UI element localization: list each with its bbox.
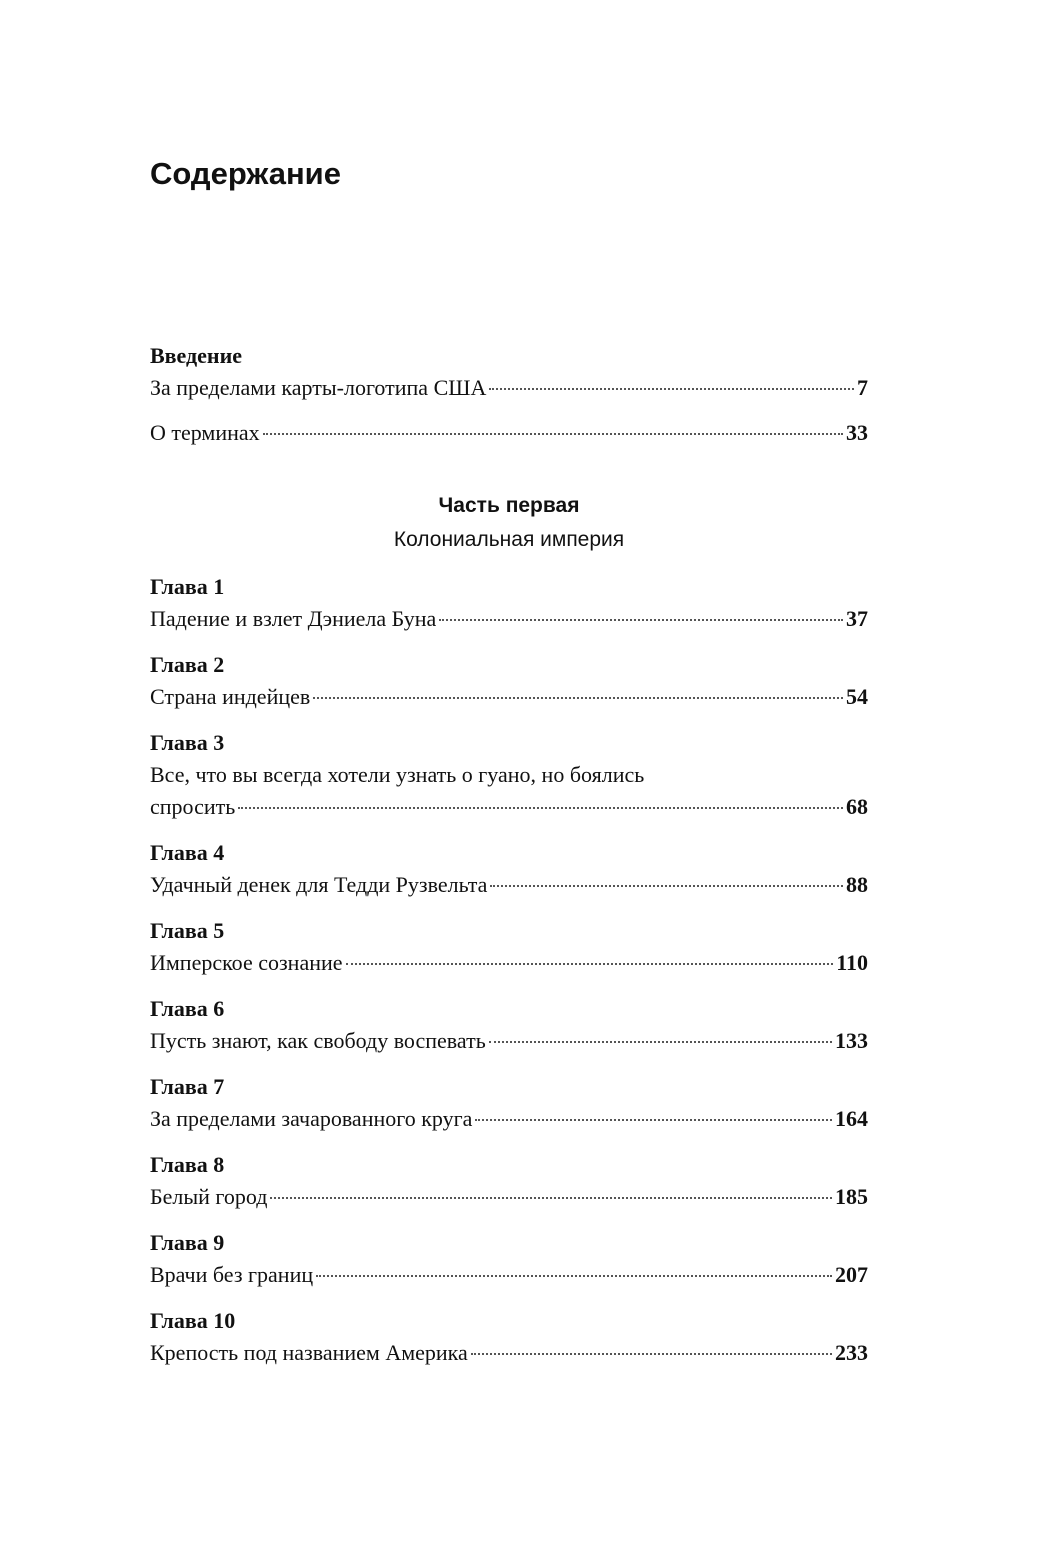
chapter-title-row: Крепость под названием Америка 233 bbox=[150, 1337, 868, 1369]
chapter-title-row: Падение и взлет Дэниела Буна 37 bbox=[150, 603, 868, 635]
dot-leader bbox=[316, 1275, 832, 1277]
chapter-title: Все, что вы всегда хотели узнать о гуано… bbox=[150, 762, 645, 787]
chapter-entry[interactable]: Глава 1 Падение и взлет Дэниела Буна 37 bbox=[150, 571, 868, 635]
chapter-label: Глава 8 bbox=[150, 1152, 225, 1177]
dot-leader bbox=[475, 1119, 832, 1121]
chapter-entry[interactable]: Глава 8 Белый город 185 bbox=[150, 1149, 868, 1213]
chapter-title: Страна индейцев bbox=[150, 684, 311, 709]
chapter-entry[interactable]: Глава 3 Все, что вы всегда хотели узнать … bbox=[150, 727, 868, 823]
dot-leader bbox=[489, 388, 854, 390]
page-number: 37 bbox=[846, 606, 868, 631]
page-number: 133 bbox=[835, 1028, 868, 1053]
page-number: 110 bbox=[836, 950, 868, 975]
dot-leader bbox=[313, 697, 843, 699]
chapter-title: Падение и взлет Дэниела Буна bbox=[150, 606, 437, 631]
chapter-label: Глава 10 bbox=[150, 1308, 236, 1333]
entry-title: О терминах bbox=[150, 420, 260, 445]
dot-leader bbox=[345, 963, 834, 965]
chapter-entry[interactable]: Глава 9 Врачи без границ 207 bbox=[150, 1227, 868, 1291]
toc-entry[interactable]: О терминах 33 bbox=[150, 417, 868, 449]
toc-entry[interactable]: За пределами карты-логотипа США 7 bbox=[150, 372, 868, 404]
chapter-entry[interactable]: Глава 5 Имперское сознание 110 bbox=[150, 915, 868, 979]
page-number: 33 bbox=[846, 420, 868, 445]
dot-leader bbox=[238, 807, 843, 809]
dot-leader bbox=[270, 1197, 832, 1199]
dot-leader bbox=[490, 885, 843, 887]
chapter-label: Глава 5 bbox=[150, 918, 225, 943]
chapter-title: За пределами зачарованного круга bbox=[150, 1106, 473, 1131]
chapter-title-row: Белый город 185 bbox=[150, 1181, 868, 1213]
chapter-entry[interactable]: Глава 6 Пусть знают, как свободу воспева… bbox=[150, 993, 868, 1057]
dot-leader bbox=[262, 433, 843, 435]
chapter-title-row: спросить 68 bbox=[150, 791, 868, 823]
page-number: 164 bbox=[835, 1106, 868, 1131]
page-title: Содержание bbox=[150, 156, 341, 191]
chapter-entry[interactable]: Глава 2 Страна индейцев 54 bbox=[150, 649, 868, 713]
page-number: 54 bbox=[846, 684, 868, 709]
chapter-list: Глава 1 Падение и взлет Дэниела Буна 37 Г… bbox=[150, 571, 868, 1369]
chapter-title-row: За пределами зачарованного круга 164 bbox=[150, 1103, 868, 1135]
chapter-title-row: Имперское сознание 110 bbox=[150, 947, 868, 979]
chapter-entry[interactable]: Глава 4 Удачный денек для Тедди Рузвельт… bbox=[150, 837, 868, 901]
page-number: 185 bbox=[835, 1184, 868, 1209]
chapter-title: Крепость под названием Америка bbox=[150, 1340, 468, 1365]
chapter-title: Врачи без границ bbox=[150, 1262, 314, 1287]
chapter-label: Глава 2 bbox=[150, 652, 225, 677]
chapter-title: Белый город bbox=[150, 1184, 268, 1209]
page-number: 68 bbox=[846, 794, 868, 819]
chapter-title: спросить bbox=[150, 794, 236, 819]
chapter-label: Глава 1 bbox=[150, 574, 225, 599]
intro-section: Введение За пределами карты-логотипа США… bbox=[150, 340, 868, 449]
chapter-title: Имперское сознание bbox=[150, 950, 343, 975]
chapter-title: Пусть знают, как свободу воспевать bbox=[150, 1028, 486, 1053]
chapter-label: Глава 6 bbox=[150, 996, 225, 1021]
page-number: 233 bbox=[835, 1340, 868, 1365]
chapter-label: Глава 7 bbox=[150, 1074, 225, 1099]
chapter-label: Глава 4 bbox=[150, 840, 225, 865]
dot-leader bbox=[439, 619, 843, 621]
part-subtitle: Колониальная империя bbox=[393, 528, 625, 551]
chapter-entry[interactable]: Глава 7 За пределами зачарованного круга… bbox=[150, 1071, 868, 1135]
chapter-label: Глава 3 bbox=[150, 730, 225, 755]
chapter-label: Глава 9 bbox=[150, 1230, 225, 1255]
table-of-contents: Введение За пределами карты-логотипа США… bbox=[150, 340, 868, 1383]
chapter-title: Удачный денек для Тедди Рузвельта bbox=[150, 872, 488, 897]
page-number: 88 bbox=[846, 872, 868, 897]
dot-leader bbox=[488, 1041, 832, 1043]
chapter-title-row: Страна индейцев 54 bbox=[150, 681, 868, 713]
chapter-entry[interactable]: Глава 10 Крепость под названием Америка … bbox=[150, 1305, 868, 1369]
chapter-title-row: Врачи без границ 207 bbox=[150, 1259, 868, 1291]
chapter-title-row: Удачный денек для Тедди Рузвельта 88 bbox=[150, 869, 868, 901]
intro-heading: Введение bbox=[150, 343, 243, 368]
dot-leader bbox=[470, 1353, 832, 1355]
page-number: 207 bbox=[835, 1262, 868, 1287]
part-heading: Часть первая Колониальная империя bbox=[150, 489, 868, 557]
page-number: 7 bbox=[857, 375, 868, 400]
part-label: Часть первая bbox=[438, 494, 580, 517]
chapter-title-row: Пусть знают, как свободу воспевать 133 bbox=[150, 1025, 868, 1057]
entry-title: За пределами карты-логотипа США bbox=[150, 375, 487, 400]
